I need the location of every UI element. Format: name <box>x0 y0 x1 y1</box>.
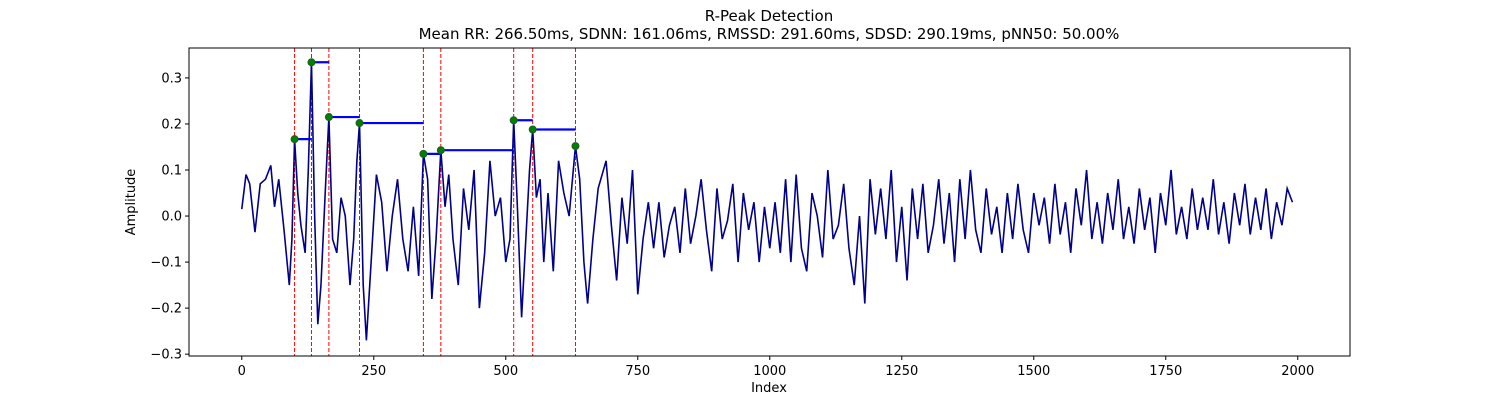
y-tick-label: 0.1 <box>161 164 182 179</box>
x-tick-label: 1000 <box>753 364 786 379</box>
peak-marker <box>571 142 580 151</box>
y-tick-label: −0.1 <box>150 256 182 271</box>
peak-marker <box>290 135 299 144</box>
x-tick-label: 0 <box>238 364 246 379</box>
x-tick-label: 500 <box>493 364 518 379</box>
chart-subtitle: Mean RR: 266.50ms, SDNN: 161.06ms, RMSSD… <box>419 25 1120 43</box>
peak-marker <box>355 119 364 128</box>
x-tick-label: 2000 <box>1281 364 1314 379</box>
peak-marker <box>307 58 316 67</box>
y-tick-label: 0.2 <box>161 117 182 132</box>
chart-title: R-Peak Detection <box>705 7 833 25</box>
y-tick-label: −0.3 <box>150 348 182 363</box>
x-tick-label: 250 <box>361 364 386 379</box>
x-tick-label: 1500 <box>1017 364 1050 379</box>
y-tick-label: 0.3 <box>161 71 182 86</box>
peak-marker <box>528 125 537 134</box>
y-axis-label: Amplitude <box>124 169 139 236</box>
x-tick-label: 1750 <box>1149 364 1182 379</box>
peak-marker <box>324 113 333 122</box>
y-tick-label: 0.0 <box>161 210 182 225</box>
x-tick-label: 750 <box>625 364 650 379</box>
peak-marker <box>509 116 518 125</box>
plot-frame <box>188 47 1351 357</box>
x-axis-label: Index <box>751 381 787 396</box>
peak-marker <box>419 149 428 158</box>
signal-line <box>240 62 1294 341</box>
x-tick-label: 1250 <box>885 364 918 379</box>
peak-marker <box>436 146 445 155</box>
y-tick-label: −0.2 <box>150 302 182 317</box>
